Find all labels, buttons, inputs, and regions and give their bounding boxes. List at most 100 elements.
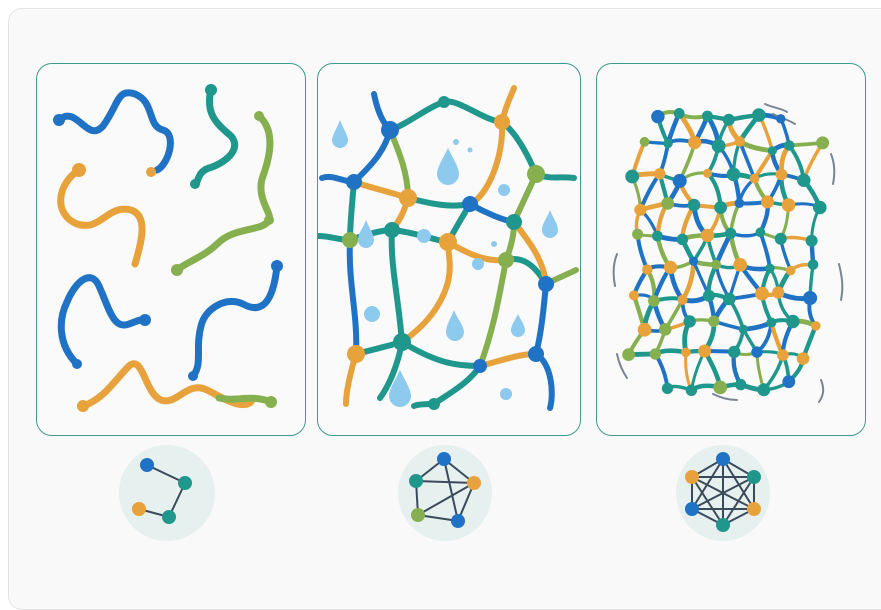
- water-bubble: [472, 258, 484, 270]
- chain-end: [72, 163, 86, 177]
- strand: [399, 339, 483, 369]
- crosslink-nodes: [342, 96, 554, 410]
- crosslink-node: [381, 121, 399, 139]
- sparse-graph-icon: [119, 445, 215, 541]
- crosslink-node: [726, 167, 741, 182]
- panel-dense-network: [596, 63, 866, 436]
- graph-node: [178, 476, 192, 490]
- crosslink-node: [649, 348, 661, 360]
- strand: [499, 119, 539, 177]
- dense-strands: [626, 110, 825, 393]
- strand: [684, 350, 693, 392]
- crosslink-node: [816, 136, 830, 150]
- strand: [758, 230, 772, 271]
- crosslink-node: [738, 324, 749, 334]
- graph-node: [451, 514, 465, 528]
- crosslink-node: [797, 173, 811, 187]
- crosslink-node: [462, 196, 478, 212]
- crosslink-node: [661, 382, 674, 395]
- crosslink-node: [785, 265, 796, 276]
- crosslink-node: [776, 114, 786, 124]
- panel-separate-chains: [36, 63, 306, 436]
- chain-end: [205, 84, 217, 96]
- crosslink-node: [538, 276, 554, 292]
- crosslink-node: [711, 139, 726, 153]
- water-drop-icon: [389, 370, 411, 407]
- crosslink-node: [749, 173, 760, 184]
- crosslink-node: [685, 384, 698, 396]
- crosslink-node: [807, 259, 819, 270]
- crosslink-node: [648, 295, 660, 307]
- crosslink-node: [639, 136, 650, 147]
- graph-edge: [146, 464, 186, 484]
- crosslink-node: [439, 233, 457, 251]
- crosslink-node: [438, 96, 450, 108]
- crosslink-node: [672, 173, 687, 188]
- crosslink-node: [752, 108, 766, 122]
- motion-line: [838, 263, 844, 301]
- crosslink-node: [772, 286, 785, 299]
- sparse-graph-svg: [132, 458, 192, 524]
- crosslink-node: [757, 383, 771, 397]
- crosslink-node: [687, 198, 701, 212]
- crosslink-node: [342, 232, 358, 248]
- crosslink-node: [652, 230, 663, 242]
- strand: [388, 227, 405, 345]
- motion-line: [616, 353, 628, 379]
- crosslink-node: [527, 165, 545, 183]
- chain-end: [53, 114, 65, 126]
- crosslink-node: [713, 380, 728, 395]
- crosslink-node: [796, 352, 810, 365]
- crosslink-node: [688, 136, 702, 150]
- chain-end: [188, 371, 198, 381]
- graph-node: [140, 458, 154, 472]
- crosslink-node: [698, 344, 712, 358]
- crosslink-node: [735, 378, 747, 391]
- graph-node: [411, 508, 425, 522]
- water-drop-icon: [446, 310, 464, 341]
- chain-blue-3: [189, 262, 281, 380]
- crosslink-node: [689, 256, 698, 266]
- crosslink-node: [663, 260, 678, 274]
- crosslink-node: [774, 232, 787, 245]
- crosslink-node: [676, 233, 689, 246]
- chain-end: [271, 260, 283, 272]
- graph-edge: [691, 476, 724, 526]
- crosslink-node: [813, 200, 827, 215]
- graph-node: [747, 470, 761, 484]
- crosslink-node: [714, 201, 727, 214]
- graph-node: [716, 518, 730, 532]
- medium-graph-svg: [409, 452, 481, 528]
- crosslink-node: [724, 227, 737, 240]
- panel-swollen-network: [317, 63, 581, 436]
- chain-end: [254, 111, 264, 121]
- chain-blue-1: [55, 89, 174, 174]
- water-bubble: [500, 388, 512, 400]
- chain-green-1: [173, 112, 274, 274]
- motion-line: [764, 103, 788, 113]
- graph-edge: [691, 476, 755, 510]
- crosslink-node: [784, 140, 795, 151]
- graph-edge: [417, 482, 475, 516]
- crosslink-node: [700, 228, 715, 243]
- crosslink-node: [786, 314, 800, 329]
- chain-orange-1: [57, 166, 146, 268]
- water-droplets: [332, 120, 558, 407]
- crosslink-node: [673, 108, 685, 119]
- graph-node: [685, 502, 699, 516]
- dense-crosslink-nodes: [622, 108, 830, 397]
- crosslink-node: [765, 263, 775, 274]
- water-bubble: [364, 306, 380, 322]
- water-bubble: [491, 241, 497, 247]
- chain-teal-1: [191, 86, 239, 188]
- water-drop-icon: [511, 314, 525, 337]
- water-bubble: [498, 184, 510, 196]
- water-drop-icon: [332, 120, 348, 148]
- crosslink-node: [767, 146, 777, 156]
- graph-node: [409, 474, 423, 488]
- crosslink-node: [637, 322, 652, 337]
- strand: [533, 281, 549, 357]
- strand: [445, 239, 509, 264]
- graph-edge: [415, 480, 475, 484]
- motion-line: [712, 393, 738, 401]
